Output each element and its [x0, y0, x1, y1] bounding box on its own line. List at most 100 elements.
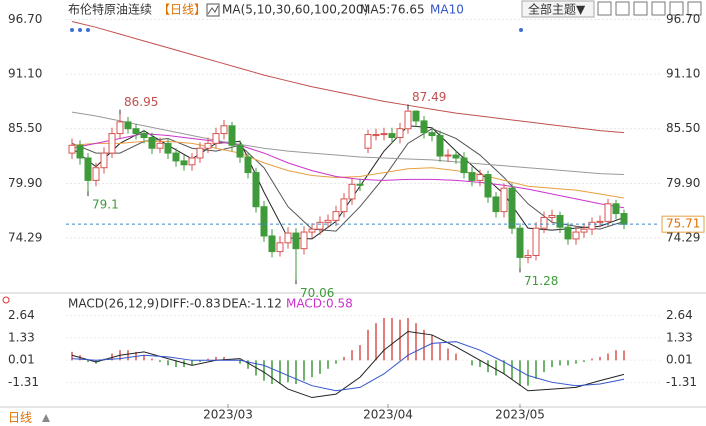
candle-body	[420, 120, 428, 134]
ma10-label: MA10	[430, 3, 464, 17]
tool-icon[interactable]	[651, 1, 666, 16]
toolbar	[597, 1, 702, 16]
candle-body	[564, 226, 572, 240]
candle-body	[236, 144, 244, 158]
candle-body	[364, 134, 372, 149]
annotation-label: 86.95	[124, 95, 158, 109]
event-dot[interactable]	[519, 28, 523, 32]
footer-arrow[interactable]	[42, 414, 50, 422]
ma-line	[71, 20, 625, 134]
ma-line	[71, 125, 625, 240]
y-tick-label-right: 85.50	[666, 121, 700, 135]
current-price-box	[661, 215, 705, 233]
annotation-label: 87.49	[412, 90, 446, 104]
current-price-label: 75.71	[666, 217, 700, 231]
y-tick-label: 91.10	[8, 67, 42, 81]
event-dot[interactable]	[78, 28, 82, 32]
candle-body	[572, 231, 580, 240]
candle-body	[476, 174, 484, 181]
candle-body	[540, 216, 548, 229]
candle-body	[156, 142, 164, 149]
candle-body	[140, 133, 148, 138]
candle-body	[196, 147, 204, 159]
candle-body	[316, 221, 324, 230]
ma-line	[71, 111, 625, 176]
candle-body	[516, 227, 524, 258]
y-tick-label: 74.29	[8, 231, 42, 245]
candle-body	[460, 157, 468, 174]
candle-body	[300, 231, 308, 250]
candle-body	[116, 121, 124, 135]
y-tick-label: 2.64	[8, 308, 35, 322]
y-tick-label: 1.33	[8, 330, 35, 344]
y-tick-label: 85.50	[8, 121, 42, 135]
ma-icon[interactable]	[206, 3, 220, 17]
tool-icon[interactable]	[687, 1, 702, 16]
y-tick-label-right: 1.33	[666, 330, 693, 344]
y-tick-label: 0.01	[8, 353, 35, 367]
candle-body	[244, 156, 252, 174]
candle-body	[612, 203, 620, 215]
ma-line	[71, 140, 625, 199]
event-dot[interactable]	[86, 28, 90, 32]
ma-line	[71, 128, 625, 232]
crosshair-icon[interactable]	[2, 296, 10, 304]
event-dots	[70, 28, 523, 32]
annotation-label: 79.1	[92, 198, 119, 212]
y-tick-label-right: 91.10	[666, 67, 700, 81]
candle-body	[380, 133, 388, 136]
tool-icon[interactable]	[633, 1, 648, 16]
event-dot[interactable]	[70, 28, 74, 32]
diff-label: DIFF:-0.83	[160, 297, 221, 311]
candle-body	[348, 183, 356, 200]
annotation-label: 70.06	[300, 286, 334, 300]
candle-body	[492, 196, 500, 213]
candle-body	[532, 227, 540, 256]
tool-icon[interactable]	[597, 1, 612, 16]
candle-body	[596, 220, 604, 223]
candle-body	[556, 215, 564, 228]
y-tick-label: 96.70	[8, 12, 42, 26]
theme-button[interactable]	[521, 0, 595, 18]
period[interactable]: 【日线】	[158, 3, 206, 17]
ma5-label: MA5:76.65	[360, 3, 425, 17]
candle-body	[444, 154, 452, 157]
candle-body	[284, 232, 292, 244]
candle-body	[580, 228, 588, 233]
candle-body	[212, 133, 220, 144]
ma-label: MA(5,10,30,60,100,200)	[222, 3, 368, 17]
candle-body	[548, 215, 556, 218]
candle-body	[180, 160, 188, 166]
candle-body	[324, 219, 332, 223]
theme-button-label[interactable]: 全部主题▼	[528, 2, 586, 17]
tool-icon[interactable]	[615, 1, 630, 16]
candle-body	[468, 172, 476, 181]
candle-body	[276, 242, 284, 253]
candle-body	[372, 134, 380, 137]
candle-body	[604, 203, 612, 222]
candle-body	[500, 187, 508, 213]
y-tick-label-right: 96.70	[666, 12, 700, 26]
candle-body	[428, 132, 436, 137]
candle-body	[396, 128, 404, 138]
candle-body	[332, 211, 340, 221]
footer-period[interactable]: 日线	[8, 411, 32, 425]
candle-body	[436, 135, 444, 157]
candle-body	[620, 213, 628, 225]
candle-body	[308, 228, 316, 233]
x-tick-label: 2023/03	[203, 408, 253, 422]
annotation-label: 71.28	[524, 274, 558, 288]
candle-body	[356, 183, 364, 186]
y-tick-label: 79.90	[8, 176, 42, 190]
tool-icon[interactable]	[669, 1, 684, 16]
candle-body	[388, 133, 396, 138]
dea-label: DEA:-1.12	[222, 297, 282, 311]
candle-body	[268, 235, 276, 253]
candle-body	[132, 128, 140, 135]
x-tick-label: 2023/05	[495, 408, 545, 422]
candle-body	[292, 232, 300, 250]
candle-body	[452, 154, 460, 159]
dea-line	[71, 341, 625, 392]
y-tick-label-right: 79.90	[666, 176, 700, 190]
